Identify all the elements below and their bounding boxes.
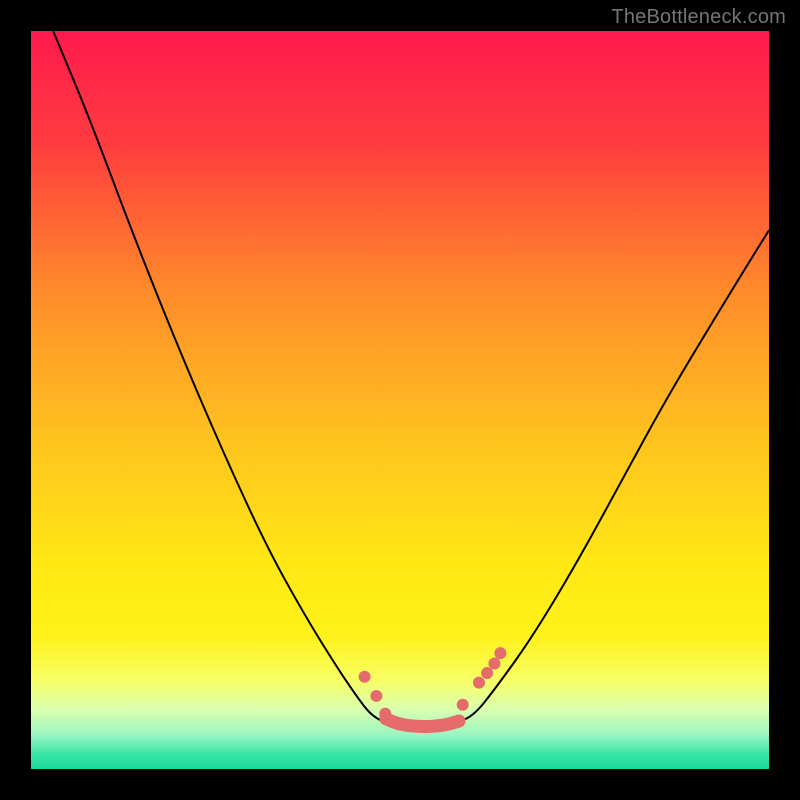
marker-dot — [379, 708, 391, 720]
marker-dot — [481, 667, 493, 679]
plot-area — [31, 31, 769, 769]
marker-dot — [457, 699, 469, 711]
marker-dot — [473, 677, 485, 689]
marker-dot — [359, 671, 371, 683]
watermark-text: TheBottleneck.com — [611, 6, 786, 29]
marker-dot — [370, 690, 382, 702]
gradient-rect — [31, 31, 769, 769]
marker-dot — [488, 657, 500, 669]
chart-svg — [31, 31, 769, 769]
chart-frame: TheBottleneck.com — [0, 0, 800, 800]
marker-dot — [494, 647, 506, 659]
